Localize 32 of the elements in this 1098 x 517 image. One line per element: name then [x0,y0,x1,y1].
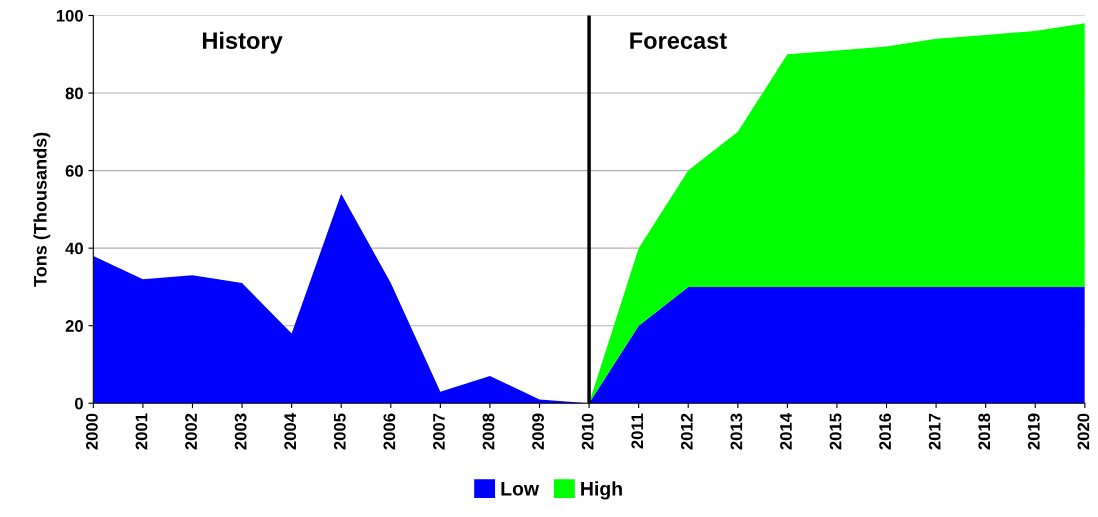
x-tick-label: 2017 [928,413,941,450]
y-tick-label: 40 [65,242,83,255]
y-tick-label: 80 [65,87,83,100]
x-tick-label: 2005 [333,413,346,450]
x-tick-label: 2019 [1027,413,1040,450]
y-tick-label: 100 [56,9,83,22]
x-tick-label: 2009 [532,413,544,450]
x-tick-label: 2018 [978,413,991,450]
x-tick-label: 2003 [234,413,247,450]
x-tick-label: 2016 [879,413,891,450]
y-tick-label: 60 [65,165,83,177]
x-tick-label: 2011 [631,413,644,449]
x-tick-label: 2013 [730,413,743,450]
y-tick-label: 0 [75,397,83,410]
x-tick-label: 2002 [185,413,197,450]
y-axis-title: Tons (Thousands) [33,132,51,287]
x-tick-label: 2001 [135,413,148,450]
x-tick-label: 2008 [482,413,495,450]
x-tick-label: 2007 [433,413,445,450]
legend-label: Low [501,482,540,496]
annotation: History [202,31,283,54]
x-tick-label: 2006 [383,413,396,450]
x-tick-label: 2014 [780,413,792,450]
x-tick-label: 2015 [829,413,842,450]
x-tick-label: 2004 [284,413,297,450]
x-tick-label: 2020 [1077,413,1090,450]
y-tick-label: 20 [65,320,83,332]
annotation: Forecast [630,32,727,49]
x-tick-label: 2012 [680,413,693,450]
x-tick-label: 2000 [86,413,98,450]
x-tick-label: 2010 [581,413,594,450]
legend-label: High [581,481,622,500]
